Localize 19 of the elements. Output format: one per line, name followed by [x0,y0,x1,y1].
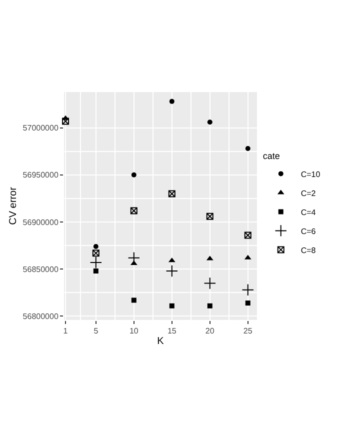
legend-label: C=6 [300,226,316,236]
legend-label: C=4 [300,208,316,217]
y-axis-title: CV error [8,186,19,225]
x-tick-label: 5 [94,326,99,336]
legend-label: C=10 [300,170,321,179]
legend-title: cate [262,151,280,162]
x-axis-title: K [157,336,164,348]
y-tick-label: 56900000 [22,218,59,227]
x-tick-label: 20 [205,326,215,336]
legend-label: C=2 [300,188,316,198]
x-tick-label: 10 [129,326,139,336]
y-tick-label: 56850000 [22,264,59,274]
x-tick-label: 15 [167,326,177,336]
y-tick-label: 57000000 [22,124,59,133]
y-tick-label: 56800000 [22,312,59,322]
x-tick-label: 1 [63,326,68,336]
legend-label: C=8 [300,246,316,255]
x-tick-label: 25 [243,326,253,336]
y-tick-label: 56950000 [22,170,59,180]
